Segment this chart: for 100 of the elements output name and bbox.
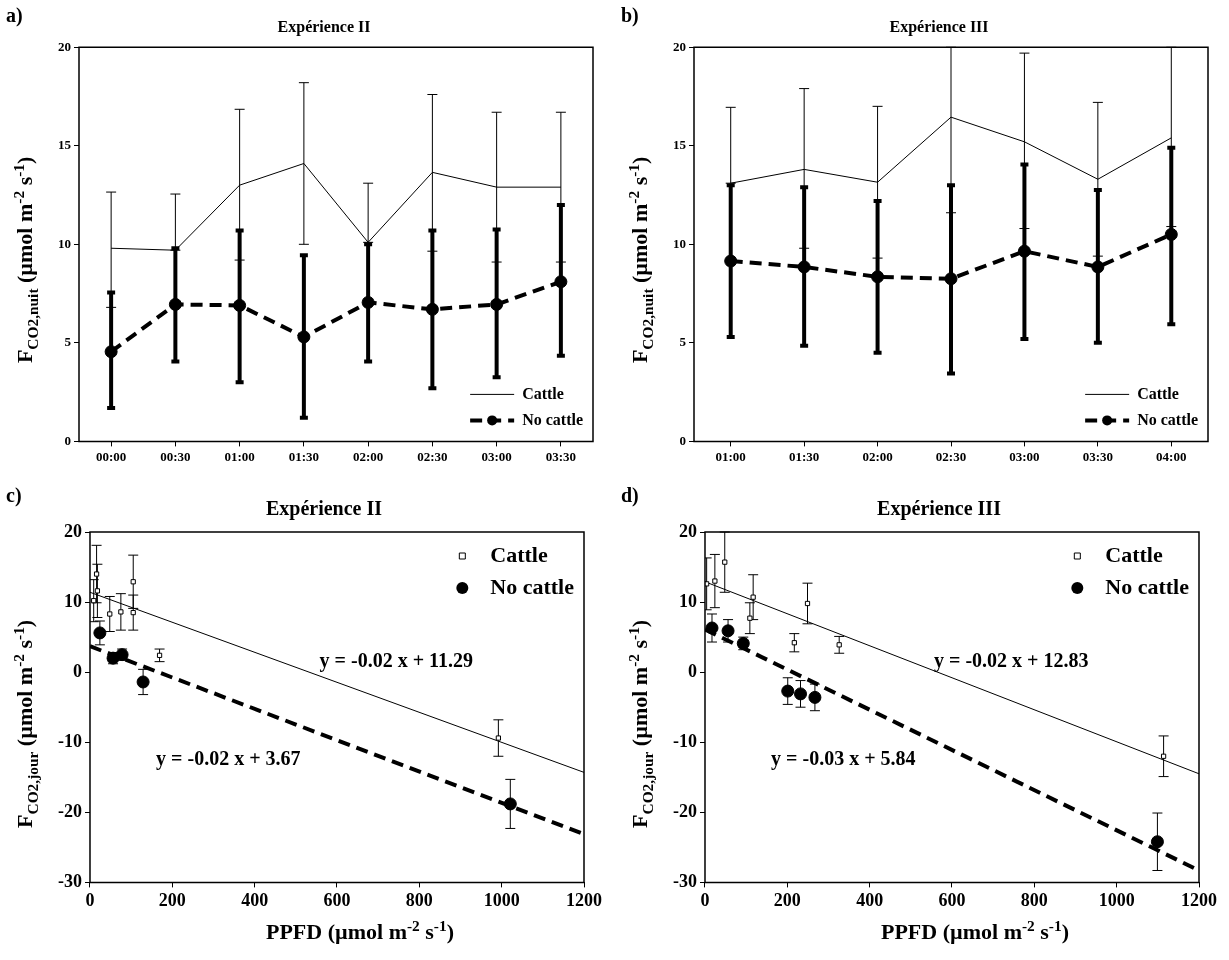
y-tick-label: 15 <box>673 137 687 153</box>
y-tick-label: 0 <box>687 660 697 681</box>
y-tick-label: 5 <box>64 334 72 350</box>
point <box>724 254 738 268</box>
point <box>808 690 822 704</box>
point <box>361 295 375 309</box>
x-tick-label: 03:30 <box>1082 448 1114 464</box>
y-tick-label: 0 <box>64 432 71 448</box>
x-tick-label: 02:00 <box>862 448 893 464</box>
annotation: y = -0.03 x + 5.84 <box>771 746 916 770</box>
y-tick-label: 20 <box>673 38 686 54</box>
y-tick-label: -20 <box>672 800 697 821</box>
point <box>871 270 885 284</box>
x-tick-label: 1000 <box>483 889 520 910</box>
point <box>1164 227 1178 241</box>
legend-label: Cattle <box>1105 541 1163 567</box>
chart-title: Expérience III <box>877 497 1002 521</box>
y-tick-label: -10 <box>672 730 697 751</box>
text: a) <box>6 4 23 27</box>
y-tick-label: -30 <box>672 871 697 892</box>
x-axis-title: PPFD (µmol m$^{-2}$ s$^{-1}$) <box>265 917 455 946</box>
text: d) <box>621 484 639 507</box>
point <box>490 297 504 311</box>
point <box>130 579 136 585</box>
point <box>107 611 113 617</box>
x-tick-label: 600 <box>323 889 351 910</box>
legend-label: No cattle <box>522 410 583 428</box>
y-tick-label: 5 <box>679 334 687 350</box>
point <box>797 260 811 274</box>
y-tick-label: -30 <box>57 871 82 892</box>
x-tick-label: 03:00 <box>1009 448 1040 464</box>
x-tick-label: 01:00 <box>224 448 255 464</box>
point <box>233 298 247 312</box>
x-tick-label: 400 <box>856 889 884 910</box>
point <box>750 594 756 600</box>
point <box>297 330 311 344</box>
point <box>168 297 182 311</box>
y-tick-label: 15 <box>58 137 72 153</box>
point <box>722 559 728 565</box>
x-tick-label: 03:00 <box>481 448 512 464</box>
text: b) <box>621 4 639 27</box>
point <box>1017 244 1031 258</box>
x-tick-label: 1000 <box>1098 889 1135 910</box>
legend-label: Cattle <box>490 541 548 567</box>
x-axis-title: PPFD (µmol m$^{-2}$ s$^{-1}$) <box>880 917 1070 946</box>
x-tick-label: 800 <box>1020 889 1048 910</box>
annotation: y = -0.02 x + 3.67 <box>156 746 301 770</box>
x-tick-label: 0 <box>700 889 710 910</box>
chart-title: Expérience III <box>889 17 989 36</box>
annotation: y = -0.02 x + 11.29 <box>319 648 473 672</box>
legend-label: Cattle <box>522 384 564 402</box>
chart-title: Expérience II <box>265 497 383 521</box>
x-tick-label: 02:30 <box>417 448 448 464</box>
point <box>136 675 150 689</box>
text: c) <box>6 484 22 507</box>
x-tick-label: 03:30 <box>545 448 577 464</box>
point <box>1091 260 1105 274</box>
y-tick-label: 20 <box>58 38 71 54</box>
y-tick-label: 0 <box>679 432 686 448</box>
x-tick-label: 600 <box>938 889 966 910</box>
point <box>794 687 807 701</box>
x-tick-label: 00:30 <box>160 448 191 464</box>
point <box>425 302 439 316</box>
y-tick-label: -20 <box>57 800 82 821</box>
point <box>1160 753 1167 759</box>
point <box>495 735 501 741</box>
point <box>747 615 753 621</box>
x-tick-label: 1200 <box>566 889 602 910</box>
y-tick-label: -10 <box>57 730 82 751</box>
x-tick-label: 04:00 <box>1156 448 1187 464</box>
point <box>130 609 136 616</box>
point <box>503 797 517 811</box>
x-tick-label: 800 <box>405 889 433 910</box>
annotation: y = -0.02 x + 12.83 <box>934 648 1089 672</box>
point <box>554 275 568 289</box>
point <box>712 578 718 584</box>
x-tick-label: 01:00 <box>715 448 746 464</box>
legend-label: No cattle <box>1137 410 1198 428</box>
legend-label: No cattle <box>490 573 575 599</box>
point <box>721 624 735 638</box>
x-tick-label: 01:30 <box>288 448 320 464</box>
y-tick-label: 20 <box>678 520 697 541</box>
legend-label: Cattle <box>1137 384 1179 402</box>
x-tick-label: 0 <box>85 889 95 910</box>
point <box>791 640 797 646</box>
point <box>781 684 795 698</box>
chart-title: Expérience II <box>277 17 371 36</box>
x-tick-label: 00:00 <box>95 448 127 464</box>
y-tick-label: 10 <box>63 590 82 611</box>
x-tick-label: 1200 <box>1181 889 1217 910</box>
y-tick-label: 10 <box>678 590 697 611</box>
y-tick-label: 10 <box>58 235 71 251</box>
legend-label: No cattle <box>1105 573 1190 599</box>
x-tick-label: 400 <box>241 889 269 910</box>
x-tick-label: 200 <box>773 889 801 910</box>
point <box>1150 835 1164 849</box>
point <box>836 642 842 648</box>
y-tick-label: 20 <box>63 520 82 541</box>
point <box>804 600 811 607</box>
point <box>93 626 107 640</box>
